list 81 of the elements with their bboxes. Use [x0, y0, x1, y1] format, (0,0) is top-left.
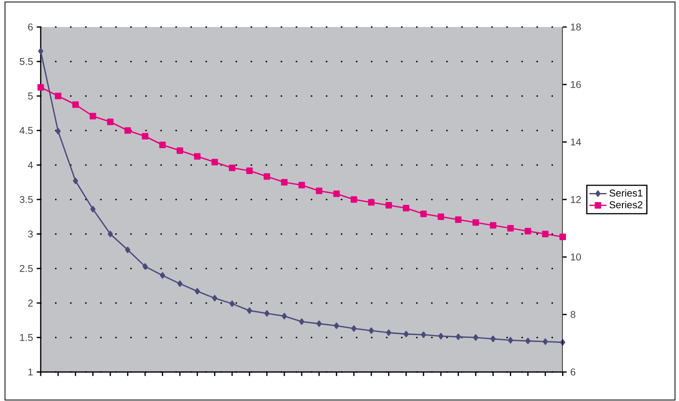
point: [212, 294, 218, 302]
point: [264, 173, 270, 180]
point: [334, 322, 340, 330]
point: [246, 307, 252, 314]
point: [316, 320, 322, 327]
point: [90, 112, 96, 120]
y-tick-label: 2: [28, 300, 33, 306]
point: [211, 158, 218, 166]
point: [368, 327, 374, 334]
point: [438, 332, 444, 340]
point: [350, 196, 358, 203]
y2-tick-label: 18: [570, 23, 581, 31]
point: [298, 182, 305, 188]
point: [38, 48, 44, 54]
legend-label: Series1: [610, 189, 642, 197]
y-tick-label: 5.5: [20, 58, 33, 65]
y-tick-label: 1.5: [20, 334, 33, 341]
point: [404, 330, 409, 338]
point: [142, 133, 148, 140]
point: [438, 214, 444, 220]
point: [386, 329, 392, 336]
point: [72, 178, 78, 184]
point: [559, 234, 566, 240]
y-tick-label: 1: [28, 368, 33, 376]
point: [54, 92, 62, 100]
y2-tick-label: 16: [570, 80, 581, 88]
point: [176, 147, 184, 154]
point: [37, 84, 44, 91]
point: [490, 222, 496, 229]
point: [230, 300, 235, 307]
point: [420, 332, 426, 338]
y2-tick-label: 12: [570, 196, 581, 203]
point: [402, 204, 410, 212]
y-tick-label: 5: [28, 92, 33, 100]
point: [159, 142, 166, 148]
y2-tick-label: 10: [570, 253, 581, 261]
point: [72, 101, 79, 108]
point: [507, 225, 514, 232]
point: [124, 127, 131, 134]
y-tick-label: 3: [28, 230, 33, 238]
y-tick-label: 6: [28, 23, 33, 31]
point: [542, 338, 548, 345]
point: [333, 190, 340, 197]
point: [455, 216, 462, 223]
point: [125, 246, 130, 254]
point: [56, 128, 61, 134]
y-tick-label: 2.5: [20, 264, 33, 272]
point: [142, 263, 148, 270]
point: [228, 164, 236, 172]
y-tick-label: 3.5: [20, 196, 33, 204]
y2-tick-label: 6: [570, 368, 576, 376]
point: [351, 325, 356, 332]
point: [473, 334, 478, 341]
point: [194, 288, 200, 295]
point: [456, 334, 461, 340]
y2-tick-label: 8: [570, 310, 576, 318]
point: [385, 202, 392, 208]
point: [299, 318, 304, 325]
point: [107, 118, 114, 126]
legend-label: Series2: [610, 200, 642, 208]
y2-tick-label: 14: [570, 138, 581, 146]
y-tick-label: 4.5: [20, 127, 33, 134]
point: [490, 336, 496, 342]
point: [177, 280, 182, 287]
point: [246, 168, 253, 174]
point: [542, 230, 549, 238]
point: [160, 272, 166, 279]
point: [282, 312, 287, 320]
point: [194, 153, 201, 160]
point: [524, 228, 532, 234]
point: [508, 337, 514, 344]
y-tick-label: 4: [28, 162, 33, 168]
point: [472, 219, 479, 226]
point: [264, 310, 270, 317]
point: [368, 199, 375, 206]
point: [420, 210, 427, 218]
point: [316, 188, 322, 194]
point: [525, 338, 530, 344]
point: [108, 230, 113, 238]
point: [90, 206, 96, 212]
point: [281, 179, 288, 186]
